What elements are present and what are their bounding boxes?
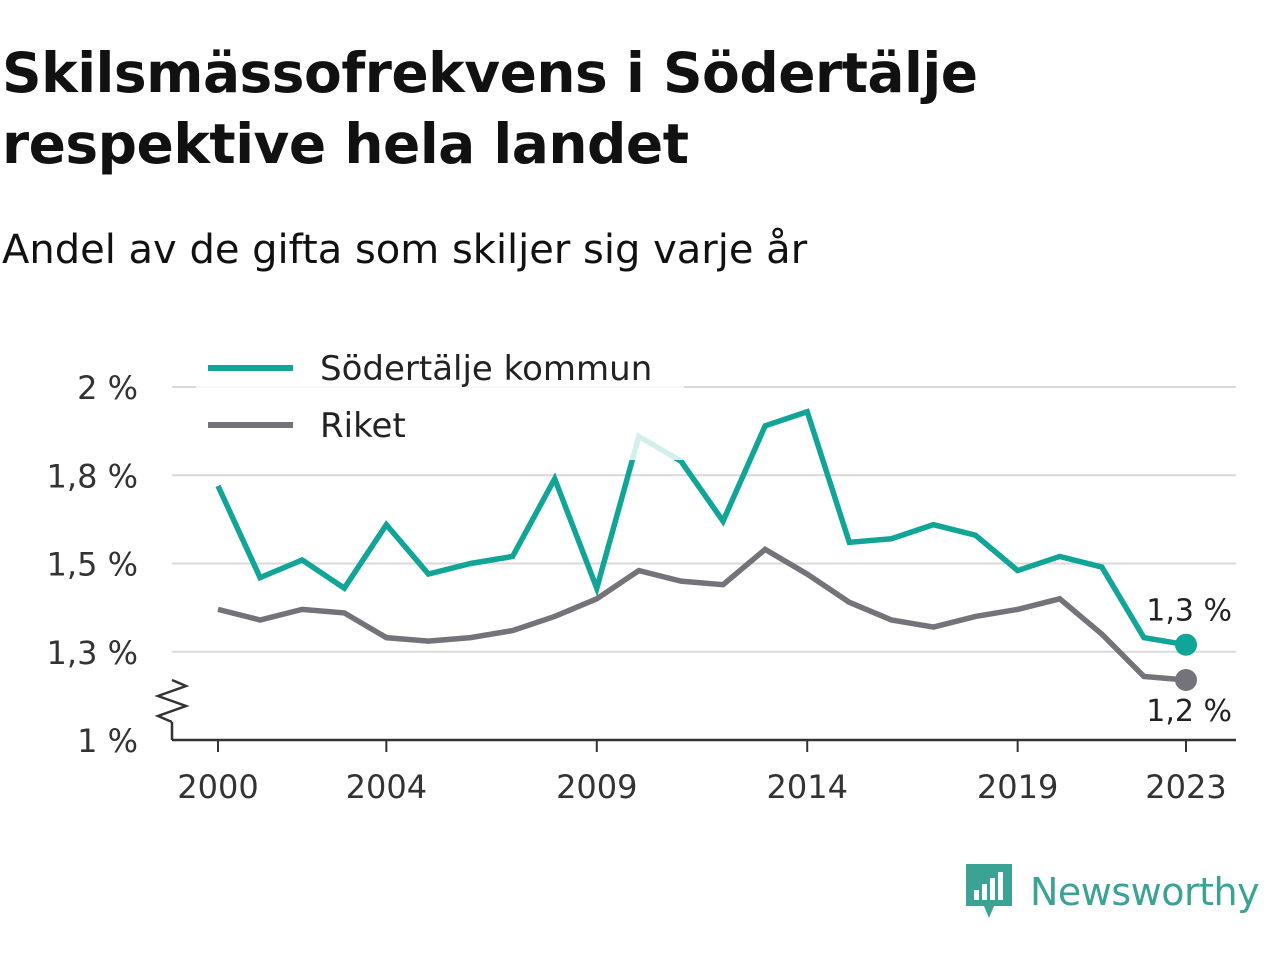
chart-title-line-2: respektive hela landet <box>2 112 689 176</box>
y-tick-label: 2 % <box>77 369 138 407</box>
chart-title-line-1: Skilsmässofrekvens i Södertälje <box>2 41 978 105</box>
x-tick-label: 2019 <box>977 768 1058 806</box>
y-tick-label: 1 % <box>77 722 138 760</box>
legend-label: Södertälje kommun <box>320 349 652 389</box>
end-labels: 1,3 % 1,2 % <box>1146 594 1232 729</box>
y-tick-label: 1,3 % <box>47 634 138 672</box>
legend: Södertälje kommun Riket <box>196 340 684 460</box>
series-line <box>217 546 1187 683</box>
axes: 1 % 1,3 % 1,5 % 1,8 % 2 % 2000 2004 2009 2014 201… <box>47 369 1236 806</box>
end-value-label: 1,3 % <box>1146 594 1232 629</box>
x-tick-label: 2023 <box>1145 768 1226 806</box>
series-line <box>215 408 1187 648</box>
newsworthy-logo-icon <box>966 864 1012 918</box>
axis-break-symbol <box>154 678 190 724</box>
series-lines <box>215 408 1197 691</box>
end-point-marker <box>1175 633 1197 656</box>
newsworthy-brand: Newsworthy <box>964 862 1260 922</box>
legend-background <box>196 340 684 460</box>
y-tick-label: 1,8 % <box>47 457 138 495</box>
end-value-label: 1,2 % <box>1146 694 1232 729</box>
brand-name: Newsworthy <box>1030 870 1260 914</box>
x-tick-label: 2004 <box>346 768 427 806</box>
legend-label: Riket <box>320 406 406 446</box>
x-tick-label: 2014 <box>766 768 847 806</box>
x-tick-label: 2009 <box>556 768 637 806</box>
chart-title: Skilsmässofrekvens i Södertälje respekti… <box>2 38 1272 180</box>
chart-subtitle: Andel av de gifta som skiljer sig varje … <box>2 227 808 273</box>
y-tick-label: 1,5 % <box>47 546 138 584</box>
x-tick-label: 2000 <box>177 768 258 806</box>
end-point-marker <box>1175 668 1197 691</box>
